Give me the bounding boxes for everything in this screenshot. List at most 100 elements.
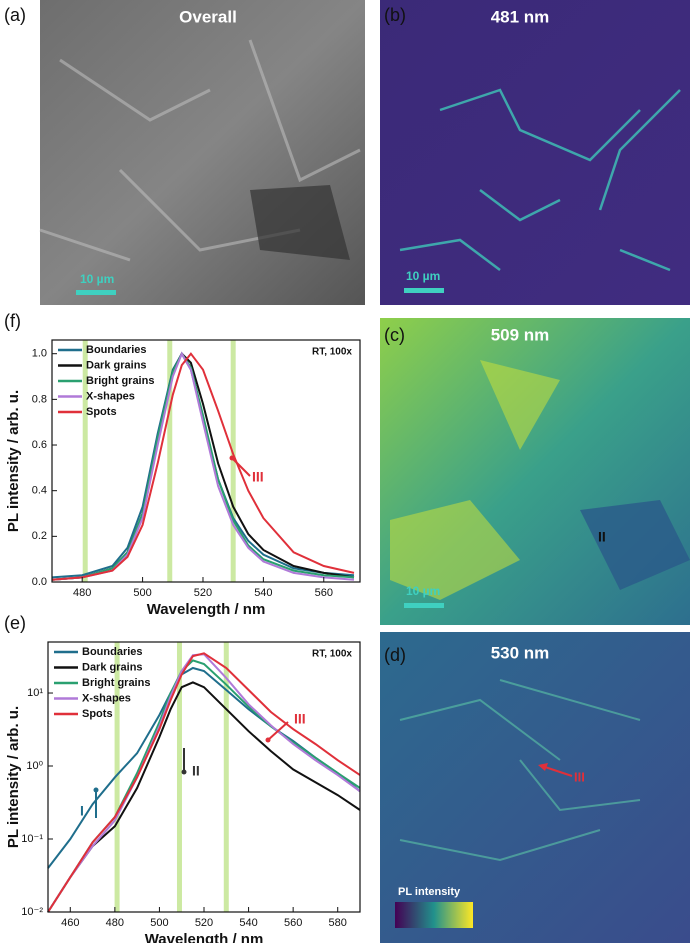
legend-label: Spots: [82, 708, 113, 720]
legend-label: Bright grains: [86, 375, 154, 387]
legend-label: Dark grains: [82, 661, 143, 673]
panel-label: (a): [4, 5, 26, 25]
y-tick-label: 0.0: [32, 576, 47, 588]
wavelength-band: [223, 642, 229, 912]
x-tick-label: 560: [315, 587, 333, 599]
y-axis-label: PL intensity / arb. u.: [5, 390, 22, 532]
x-axis-label: Wavelength / nm: [147, 601, 266, 618]
wavelength-band: [114, 642, 120, 912]
wavelength-band: [167, 340, 173, 582]
x-tick-label: 580: [329, 917, 347, 929]
spectrum-line: [51, 351, 355, 581]
y-tick-label: 10¹: [27, 687, 43, 699]
image-title: Overall: [179, 7, 237, 26]
x-tick-label: 560: [284, 917, 302, 929]
spectrum-line: [51, 352, 355, 581]
panel-b: (b) 481 nm 10 µm: [380, 0, 690, 305]
y-tick-label: 10⁰: [26, 760, 43, 772]
panel-a: (a) Overall 10 µm: [4, 0, 365, 305]
spectrum-line: [51, 351, 355, 581]
colorbar: [395, 902, 473, 928]
bright-region: [390, 360, 560, 600]
legend-label: Boundaries: [82, 646, 143, 658]
legend-label: Boundaries: [86, 344, 147, 356]
legend-label: Dark grains: [86, 359, 147, 371]
note: RT, 100x: [312, 649, 352, 660]
image-title: 481 nm: [491, 7, 550, 26]
wavelength-band: [82, 340, 88, 582]
y-tick-label: 10⁻²: [21, 906, 43, 918]
annotation: III: [574, 769, 585, 784]
panel-d: (d) 530 nm III PL intensity: [380, 632, 690, 943]
arrow-head: [229, 455, 235, 461]
y-tick-label: 0.8: [32, 393, 47, 405]
x-tick-label: 480: [73, 587, 91, 599]
pl-map: [380, 0, 690, 305]
dark-grain: [580, 500, 690, 590]
scale-bar: [404, 603, 444, 608]
scale-label: 10 µm: [406, 584, 440, 598]
spectrum-line: [51, 351, 355, 579]
spectrum-line: [51, 352, 355, 581]
y-tick-label: 10⁻¹: [21, 833, 43, 845]
annotation: I: [80, 803, 84, 819]
x-axis-label: Wavelength / nm: [145, 931, 264, 943]
y-tick-label: 1.0: [32, 348, 47, 360]
image-title: 509 nm: [491, 325, 550, 344]
scale-bar: [76, 290, 116, 295]
spectrum-line: [47, 652, 361, 913]
colorbar-label: PL intensity: [398, 886, 461, 898]
y-tick-label: 0.4: [32, 485, 47, 497]
legend-label: X-shapes: [86, 390, 135, 402]
arrow: [541, 765, 573, 777]
annotation: III: [252, 469, 264, 485]
chart: Boundaries Dark grains Bright grains X-shap…: [5, 339, 361, 618]
x-tick-label: 480: [106, 917, 124, 929]
panel-c: (c) 509 nm II 10 µm: [380, 318, 690, 625]
annotation: III: [294, 711, 306, 727]
x-tick-label: 520: [194, 587, 212, 599]
spectrum-line: [47, 681, 361, 913]
panel-label: (d): [384, 645, 406, 665]
features: [399, 679, 641, 862]
arrow-head: [265, 737, 271, 743]
arrow-head: [181, 769, 187, 775]
x-tick-label: 540: [254, 587, 272, 599]
y-tick-label: 0.2: [32, 530, 47, 542]
y-axis-label: PL intensity / arb. u.: [5, 706, 22, 848]
x-tick-label: 520: [195, 917, 213, 929]
x-tick-label: 500: [150, 917, 168, 929]
scale-label: 10 µm: [406, 269, 440, 283]
panel-label: (e): [4, 613, 26, 633]
wavelength-band: [230, 340, 236, 582]
dark-grain: [250, 185, 350, 260]
chart: Boundaries Dark grains Bright grains X-shap…: [5, 641, 361, 948]
panel-label: (c): [384, 325, 405, 345]
wavelength-band: [176, 642, 182, 912]
x-tick-label: 500: [133, 587, 151, 599]
arrow-head: [538, 763, 548, 771]
legend-label: X-shapes: [82, 692, 131, 704]
note: RT, 100x: [312, 347, 352, 358]
x-tick-label: 540: [239, 917, 257, 929]
panel-label: (f): [4, 311, 21, 331]
annotation: II: [598, 529, 606, 545]
x-tick-label: 460: [61, 917, 79, 929]
scale-bar: [404, 288, 444, 293]
legend-label: Bright grains: [82, 677, 150, 689]
arrow-head: [93, 787, 99, 793]
annotation-arrow: [231, 457, 251, 477]
plot-frame: [51, 339, 361, 583]
grain-boundaries: [39, 39, 361, 262]
image-title: 530 nm: [491, 643, 550, 662]
legend-label: Spots: [86, 406, 117, 418]
boundaries: [399, 88, 681, 272]
panel-label: (b): [384, 5, 406, 25]
micrograph: [40, 0, 365, 305]
annotation: II: [192, 763, 200, 779]
annotation-arrow: [267, 721, 289, 741]
pl-map: [380, 632, 690, 943]
scale-label: 10 µm: [80, 272, 114, 286]
y-tick-label: 0.6: [32, 439, 47, 451]
